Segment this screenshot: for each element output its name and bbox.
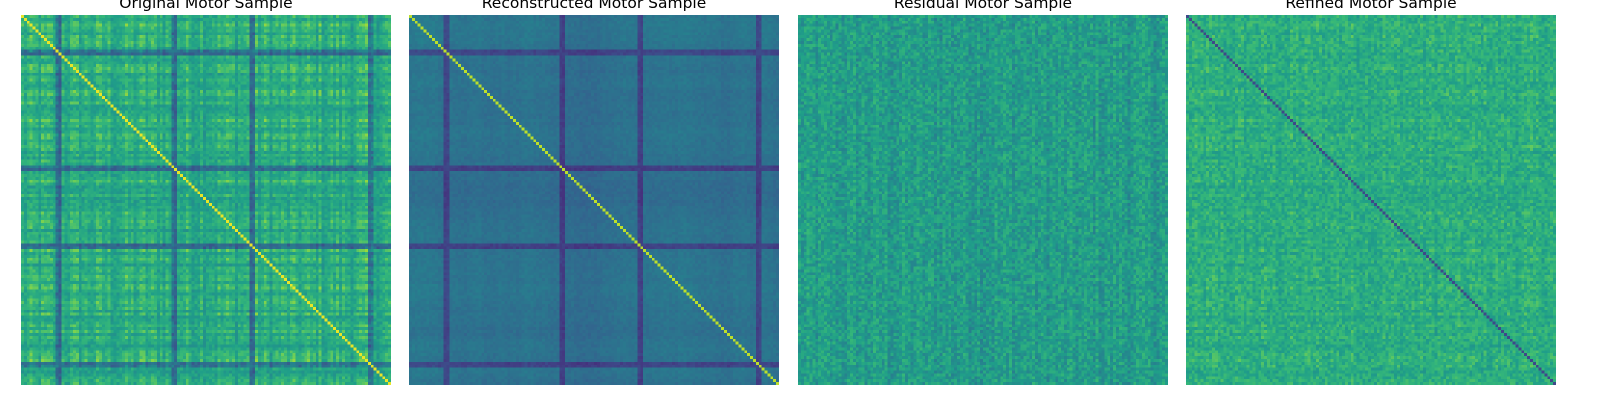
heatmap-canvas bbox=[409, 15, 779, 385]
heatmap-canvas bbox=[21, 15, 391, 385]
heatmap-residual bbox=[798, 15, 1168, 385]
panel-residual: Residual Motor Sample bbox=[798, 0, 1168, 390]
panel-refined: Refined Motor Sample bbox=[1186, 0, 1556, 390]
chart-title: Reconstructed Motor Sample bbox=[409, 0, 779, 12]
chart-title: Original Motor Sample bbox=[21, 0, 391, 12]
chart-title: Refined Motor Sample bbox=[1186, 0, 1556, 12]
heatmap-canvas bbox=[1186, 15, 1556, 385]
chart-title: Residual Motor Sample bbox=[798, 0, 1168, 12]
panel-original: Original Motor Sample bbox=[21, 0, 391, 390]
panel-reconstructed: Reconstructed Motor Sample bbox=[409, 0, 779, 390]
heatmap-refined bbox=[1186, 15, 1556, 385]
heatmap-canvas bbox=[798, 15, 1168, 385]
heatmap-reconstructed bbox=[409, 15, 779, 385]
heatmap-original bbox=[21, 15, 391, 385]
